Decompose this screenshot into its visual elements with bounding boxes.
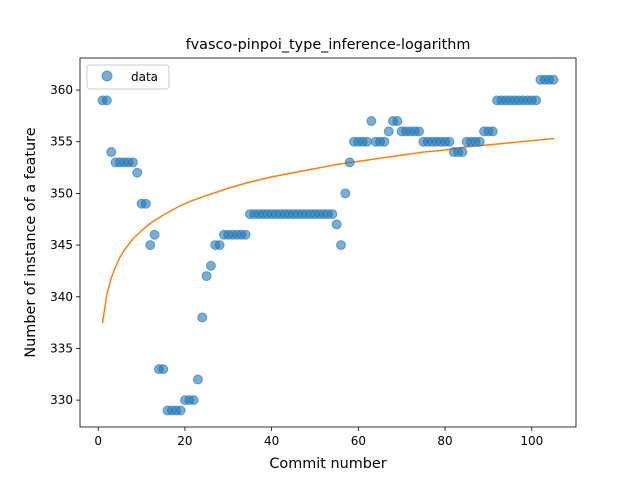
- data-point: [140, 198, 151, 209]
- y-tick-label: 355: [50, 135, 73, 149]
- data-point: [192, 374, 203, 385]
- data-point: [548, 74, 559, 85]
- y-tick-label: 340: [50, 290, 73, 304]
- data-point: [344, 157, 355, 168]
- x-tick-label: 80: [437, 434, 452, 448]
- x-axis-label: Commit number: [269, 456, 386, 472]
- data-point: [132, 167, 143, 178]
- y-tick-label: 345: [50, 238, 73, 252]
- x-tick-label: 40: [264, 434, 279, 448]
- chart-title: fvasco-pinpoi_type_inference-logarithm: [186, 37, 471, 53]
- x-tick-label: 100: [520, 434, 543, 448]
- data-point: [414, 126, 425, 137]
- data-point: [214, 240, 225, 251]
- data-point: [175, 405, 186, 416]
- data-point: [145, 240, 156, 251]
- data-point: [457, 147, 468, 158]
- legend: data: [86, 64, 170, 90]
- data-point: [392, 116, 403, 127]
- data-point: [336, 240, 347, 251]
- legend-marker: [101, 70, 113, 82]
- data-point: [127, 157, 138, 168]
- data-point: [240, 229, 251, 240]
- y-axis-ticks: 330 335 340 345 350 355 360: [50, 83, 80, 407]
- y-axis-label: Number of instance of a feature: [23, 127, 39, 357]
- data-point: [201, 271, 212, 282]
- data-point: [444, 136, 455, 147]
- data-point: [340, 188, 351, 199]
- data-point: [188, 395, 199, 406]
- plot-frame: [79, 57, 577, 428]
- data-point: [197, 312, 208, 323]
- data-point: [158, 364, 169, 375]
- y-tick-label: 330: [50, 393, 73, 407]
- data-point: [474, 136, 485, 147]
- data-point: [331, 219, 342, 230]
- legend-label: data: [131, 70, 158, 84]
- data-point: [362, 136, 373, 147]
- data-point: [379, 136, 390, 147]
- x-tick-label: 20: [177, 434, 192, 448]
- data-point: [149, 229, 160, 240]
- data-point: [205, 260, 216, 271]
- data-point: [106, 147, 117, 158]
- data-point: [487, 126, 498, 137]
- y-tick-label: 360: [50, 83, 73, 97]
- data-point: [101, 95, 112, 106]
- x-axis-ticks: 0 20 40 60 80 100: [94, 427, 543, 448]
- data-points-layer: [97, 74, 559, 416]
- data-point: [327, 209, 338, 220]
- data-point: [366, 116, 377, 127]
- x-tick-label: 0: [94, 434, 102, 448]
- data-point: [383, 126, 394, 137]
- y-tick-label: 350: [50, 186, 73, 200]
- x-tick-label: 60: [351, 434, 366, 448]
- y-tick-label: 335: [50, 341, 73, 355]
- data-point: [531, 95, 542, 106]
